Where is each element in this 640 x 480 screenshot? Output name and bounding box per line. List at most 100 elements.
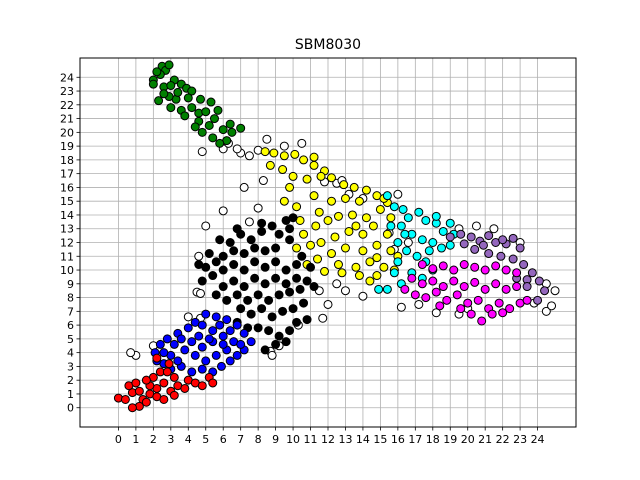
data-point	[410, 290, 420, 300]
x-tick-label: 13	[338, 433, 352, 446]
data-points	[113, 60, 560, 413]
data-point	[470, 277, 480, 287]
data-point	[169, 390, 179, 400]
data-point	[386, 213, 396, 223]
data-point	[337, 268, 347, 278]
data-point	[512, 282, 522, 292]
data-point	[218, 125, 228, 135]
data-point	[489, 224, 499, 234]
data-point	[292, 317, 302, 327]
data-point	[424, 246, 434, 256]
data-point	[459, 260, 469, 270]
chart-title: SBM8030	[295, 37, 361, 53]
x-tick-label: 16	[391, 433, 405, 446]
data-point	[368, 221, 378, 231]
data-point	[281, 279, 291, 289]
data-point	[141, 397, 151, 407]
data-point	[204, 334, 214, 344]
data-point	[152, 353, 162, 363]
data-point	[264, 295, 274, 305]
data-point	[250, 273, 260, 283]
data-point	[316, 238, 326, 247]
data-point	[435, 301, 445, 311]
x-tick-label: 1	[132, 433, 139, 446]
data-point	[206, 97, 216, 107]
data-point	[197, 381, 207, 391]
data-point	[288, 304, 298, 314]
data-point	[236, 123, 246, 133]
data-point	[292, 260, 302, 270]
data-point	[417, 279, 427, 289]
data-point	[211, 257, 221, 267]
x-tick-label: 11	[304, 433, 318, 446]
data-point	[438, 282, 448, 292]
data-point	[183, 312, 193, 322]
data-point	[201, 309, 211, 319]
data-point	[311, 221, 321, 231]
data-point	[412, 251, 422, 261]
data-point	[169, 372, 179, 382]
y-tick-label: 1	[67, 388, 74, 401]
data-point	[236, 304, 246, 314]
data-point	[299, 155, 309, 165]
data-point	[187, 103, 197, 113]
data-point	[340, 286, 350, 296]
data-point	[239, 282, 249, 292]
data-point	[438, 226, 448, 236]
data-point	[519, 260, 529, 270]
data-point	[323, 215, 333, 225]
data-point	[339, 180, 349, 190]
data-point	[466, 232, 476, 242]
y-tick-label: 6	[67, 319, 74, 332]
data-point	[278, 306, 288, 316]
y-tick-label: 0	[67, 402, 74, 415]
data-point	[449, 265, 459, 275]
data-point	[316, 171, 326, 181]
data-point	[176, 334, 186, 344]
data-point	[253, 203, 263, 213]
data-point	[398, 204, 408, 214]
x-tick-label: 24	[531, 433, 545, 446]
data-point	[459, 239, 469, 249]
data-point	[323, 299, 333, 309]
data-point	[159, 348, 169, 358]
data-point	[379, 262, 389, 272]
x-tick-label: 20	[461, 433, 475, 446]
data-point	[333, 260, 343, 270]
data-point	[400, 284, 410, 294]
data-point	[361, 213, 371, 223]
data-point	[285, 224, 295, 234]
data-point	[173, 356, 183, 366]
x-tick-label: 6	[220, 433, 227, 446]
data-point	[257, 226, 267, 236]
y-tick-label: 23	[60, 85, 74, 98]
data-point	[382, 191, 392, 201]
cluster-3	[374, 191, 459, 294]
data-point	[201, 107, 211, 117]
data-point	[197, 276, 207, 286]
data-point	[487, 309, 497, 319]
data-point	[351, 221, 361, 231]
data-point	[478, 240, 488, 250]
data-point	[196, 94, 206, 104]
data-point	[299, 298, 309, 308]
data-point	[393, 238, 403, 247]
data-point	[148, 79, 158, 89]
data-point	[260, 345, 270, 355]
data-point	[218, 331, 228, 341]
data-point	[533, 295, 543, 305]
data-point	[279, 151, 289, 161]
y-tick-label: 4	[67, 347, 74, 360]
data-point	[470, 262, 480, 272]
data-point	[232, 290, 242, 300]
data-point	[417, 260, 427, 270]
data-point	[295, 284, 305, 294]
x-tick-label: 3	[167, 433, 174, 446]
data-point	[358, 229, 368, 239]
x-tick-label: 2	[150, 433, 157, 446]
data-point	[318, 313, 328, 323]
data-point	[267, 312, 277, 322]
data-point	[445, 232, 455, 242]
data-point	[264, 326, 274, 336]
x-tick-label: 19	[443, 433, 457, 446]
